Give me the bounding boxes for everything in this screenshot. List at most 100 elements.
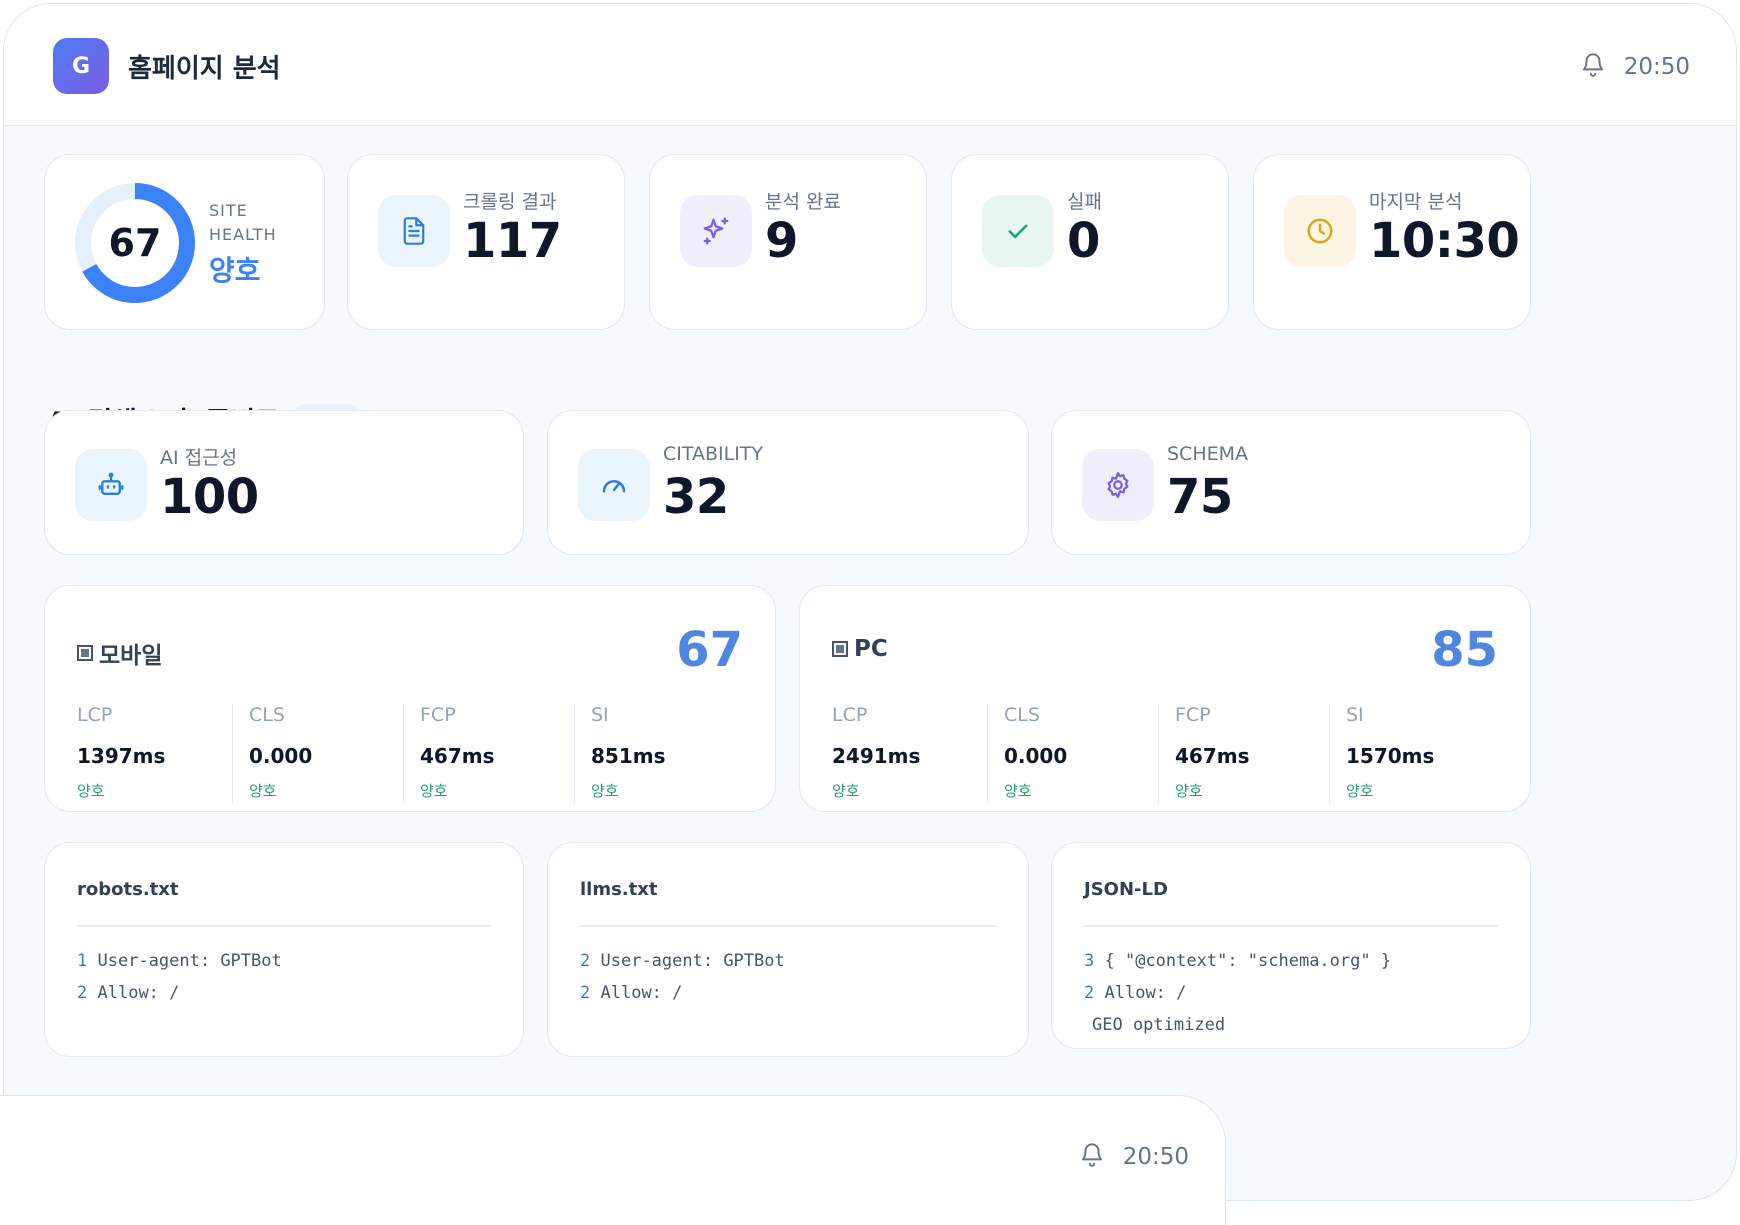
- stat-value: 117: [463, 213, 562, 269]
- metric-name: CLS: [1004, 704, 1040, 726]
- code-block: 1 User-agent: GPTBot 2 Allow: /: [77, 945, 282, 1009]
- perf-title-text: PC: [854, 636, 888, 662]
- metric-cls: CLS 0.000 양호: [987, 704, 1177, 804]
- health-donut: [75, 183, 195, 303]
- gear-icon: [1082, 449, 1154, 521]
- code-line: GEO optimized: [1092, 1015, 1226, 1035]
- metric-status: 양호: [832, 782, 860, 800]
- code-line: 2 User-agent: GPTBot: [580, 951, 785, 971]
- metric-value: 851ms: [591, 744, 666, 768]
- code-line: 2 Allow: /: [580, 983, 683, 1003]
- metric-name: SI: [1346, 704, 1364, 726]
- code-block: 2 User-agent: GPTBot 2 Allow: /: [580, 945, 785, 1009]
- overlay-time: 20:50: [1122, 1144, 1189, 1170]
- bell-icon[interactable]: [1079, 1140, 1105, 1174]
- file-title: JSON-LD: [1084, 879, 1168, 900]
- metric-value: 467ms: [1175, 744, 1250, 768]
- overlay-panel: 20:50: [0, 1095, 1226, 1225]
- metric-name: LCP: [832, 704, 868, 726]
- stat-card-last-analysis[interactable]: 마지막 분석 10:30: [1253, 154, 1531, 330]
- stat-value: 9: [765, 213, 798, 269]
- stat-card-analyzed[interactable]: 분석 완료 9: [649, 154, 927, 330]
- health-label-line1: SITE: [209, 201, 248, 220]
- ai-card-citability[interactable]: CITABILITY 32: [547, 410, 1029, 555]
- metric-value: 1397ms: [77, 744, 166, 768]
- metric-fcp: FCP 467ms 양호: [403, 704, 593, 804]
- health-score: 67: [108, 221, 162, 265]
- ai-card-accessibility[interactable]: AI 접근성 100: [44, 410, 524, 555]
- code-line: 3 { "@context": "schema.org" }: [1084, 951, 1392, 971]
- metric-si: SI 1570ms 양호: [1329, 704, 1519, 804]
- performance-card-mobile[interactable]: 모바일 67 LCP 1397ms 양호 CLS 0.000 양호 FCP 46…: [44, 585, 776, 812]
- metric-name: FCP: [420, 704, 456, 726]
- ai-label: SCHEMA: [1167, 443, 1249, 465]
- header-time: 20:50: [1623, 54, 1690, 80]
- code-block: 3 { "@context": "schema.org" } 2 Allow: /…: [1084, 945, 1391, 1041]
- code-line: 2 Allow: /: [77, 983, 180, 1003]
- performance-card-pc[interactable]: PC 85 LCP 2491ms 양호 CLS 0.000 양호 FCP 467…: [799, 585, 1531, 812]
- stat-label: 분석 완료: [765, 191, 841, 213]
- document-icon: [378, 195, 450, 267]
- ai-label: AI 접근성: [160, 447, 238, 469]
- metric-status: 양호: [591, 782, 619, 800]
- robot-icon: [75, 449, 147, 521]
- overlay-header-right: 20:50: [1079, 1140, 1189, 1174]
- metric-status: 양호: [77, 782, 105, 800]
- page-title: 홈페이지 분석: [128, 54, 281, 84]
- metric-status: 양호: [1004, 782, 1032, 800]
- header-right: 20:50: [1580, 50, 1690, 84]
- file-card-jsonld[interactable]: JSON-LD 3 { "@context": "schema.org" } 2 …: [1051, 842, 1531, 1049]
- metric-name: FCP: [1175, 704, 1211, 726]
- ai-card-schema[interactable]: SCHEMA 75: [1051, 410, 1531, 555]
- metric-fcp: FCP 467ms 양호: [1158, 704, 1348, 804]
- divider: [77, 925, 491, 927]
- device-square-icon: [77, 645, 93, 661]
- stat-card-crawl[interactable]: 크롤링 결과 117: [347, 154, 625, 330]
- metric-name: LCP: [77, 704, 113, 726]
- health-status: 양호: [209, 254, 261, 287]
- metric-lcp: LCP 2491ms 양호: [832, 704, 1022, 804]
- metric-status: 양호: [1175, 782, 1203, 800]
- code-line: 2 Allow: /: [1084, 983, 1187, 1003]
- ai-value: 32: [663, 469, 729, 525]
- stat-label: 실패: [1067, 191, 1102, 213]
- file-card-robots[interactable]: robots.txt 1 User-agent: GPTBot 2 Allow: …: [44, 842, 524, 1057]
- clock-icon: [1284, 195, 1356, 267]
- perf-title: PC: [832, 636, 888, 662]
- divider: [580, 925, 996, 927]
- perf-title: 모바일: [77, 636, 162, 670]
- perf-score: 85: [1431, 622, 1498, 678]
- perf-score: 67: [676, 622, 743, 678]
- metric-value: 467ms: [420, 744, 495, 768]
- metric-lcp: LCP 1397ms 양호: [77, 704, 267, 804]
- stat-card-failed[interactable]: 실패 0: [951, 154, 1229, 330]
- stat-label: 크롤링 결과: [463, 191, 557, 213]
- metric-status: 양호: [1346, 782, 1374, 800]
- file-card-llms[interactable]: llms.txt 2 User-agent: GPTBot 2 Allow: /: [547, 842, 1029, 1057]
- metric-status: 양호: [420, 782, 448, 800]
- metric-value: 1570ms: [1346, 744, 1435, 768]
- metric-si: SI 851ms 양호: [574, 704, 764, 804]
- metric-value: 0.000: [249, 744, 313, 768]
- file-title: robots.txt: [77, 879, 179, 900]
- file-title: llms.txt: [580, 879, 658, 900]
- health-label-line2: HEALTH: [209, 225, 277, 244]
- metric-status: 양호: [249, 782, 277, 800]
- dashboard-window: G 홈페이지 분석 20:50 67 SITE HEALTH 양호 크롤링 결과…: [3, 3, 1737, 1201]
- gauge-icon: [578, 449, 650, 521]
- divider: [1084, 925, 1498, 927]
- site-health-card[interactable]: 67 SITE HEALTH 양호: [44, 154, 325, 330]
- metric-value: 2491ms: [832, 744, 921, 768]
- app-logo: G: [53, 38, 109, 94]
- app-header: G 홈페이지 분석 20:50: [4, 4, 1736, 126]
- ai-label: CITABILITY: [663, 443, 764, 465]
- metric-name: SI: [591, 704, 609, 726]
- device-square-icon: [832, 641, 848, 657]
- metric-value: 0.000: [1004, 744, 1068, 768]
- bell-icon[interactable]: [1580, 50, 1606, 84]
- metric-cls: CLS 0.000 양호: [232, 704, 422, 804]
- metric-name: CLS: [249, 704, 285, 726]
- ai-value: 75: [1167, 469, 1233, 525]
- stat-label: 마지막 분석: [1369, 191, 1463, 213]
- stat-value: 0: [1067, 213, 1100, 269]
